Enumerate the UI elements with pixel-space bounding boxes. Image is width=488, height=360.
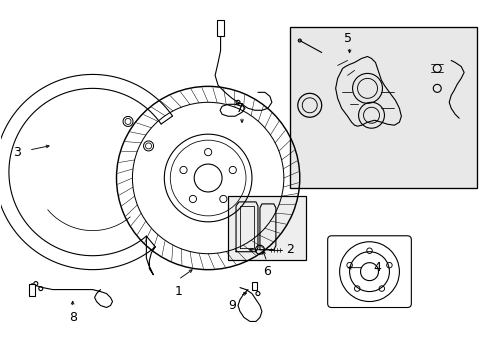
Text: 4: 4 (373, 261, 381, 274)
Bar (251, 282, 256, 289)
FancyBboxPatch shape (327, 236, 410, 307)
Text: 2: 2 (285, 243, 293, 256)
Text: 6: 6 (263, 265, 270, 278)
Text: 5: 5 (343, 32, 351, 45)
Bar (289, 27, 476, 188)
Bar (217, 20, 224, 36)
Bar (29, 284, 35, 296)
Text: 7: 7 (236, 102, 244, 115)
Text: 3: 3 (13, 145, 21, 159)
Bar (227, 196, 305, 260)
Bar (227, 196, 305, 260)
Bar (289, 27, 476, 188)
Text: 1: 1 (174, 285, 182, 298)
Text: 8: 8 (68, 311, 77, 324)
Text: 9: 9 (227, 299, 236, 312)
